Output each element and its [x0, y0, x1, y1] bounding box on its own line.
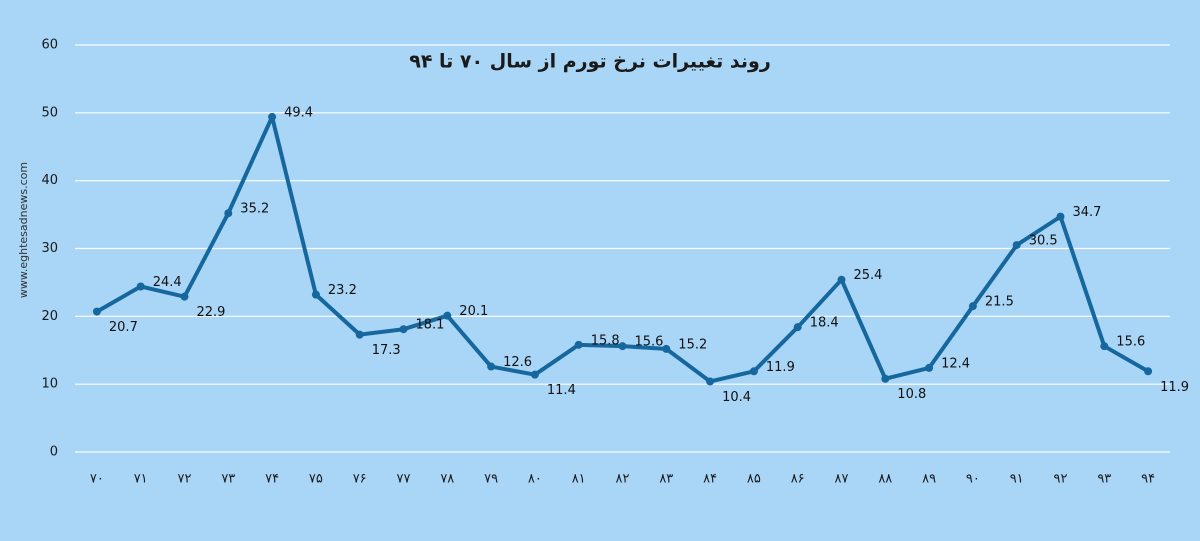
x-tick-label: ۸۷: [835, 472, 849, 487]
point: [530, 370, 539, 379]
point: [355, 330, 364, 339]
point: [574, 340, 583, 349]
y-tick-label: 10: [41, 377, 58, 392]
point: [311, 290, 320, 299]
x-tick-label: ۷۶: [353, 472, 367, 487]
point: [1012, 241, 1021, 250]
data-label: 15.8: [591, 333, 620, 348]
x-tick-label: ۷۲: [178, 472, 192, 487]
point: [1056, 212, 1065, 221]
data-label: 24.4: [153, 275, 182, 290]
data-label: 35.2: [240, 202, 269, 217]
data-label: 18.1: [416, 318, 445, 333]
chart-title: روند تغییرات نرخ تورم از سال ۷۰ تا ۹۴: [409, 51, 771, 73]
x-tick-label: ۸۸: [878, 472, 892, 487]
point: [662, 344, 671, 353]
data-label: 30.5: [1029, 234, 1058, 249]
x-tick-label: ۹۴: [1141, 472, 1155, 487]
data-label: 15.2: [678, 337, 707, 352]
data-label: 21.5: [985, 295, 1014, 310]
data-label: 15.6: [1116, 335, 1145, 350]
x-tick-label: ۹۱: [1010, 472, 1024, 487]
point: [180, 292, 189, 301]
x-tick-label: ۸۲: [616, 472, 630, 487]
data-label: 17.3: [372, 343, 401, 358]
x-tick-label: ۷۱: [134, 472, 148, 487]
x-tick-label: ۹۰: [966, 472, 980, 487]
x-tick-label: ۸۹: [922, 472, 936, 487]
x-tick-label: ۸۱: [572, 472, 586, 487]
point: [487, 362, 496, 371]
point: [443, 311, 452, 320]
data-label: 15.6: [635, 335, 664, 350]
x-tick-label: ۸۶: [791, 472, 805, 487]
point: [837, 275, 846, 284]
point: [136, 282, 145, 291]
data-label: 20.7: [109, 320, 138, 335]
data-label: 34.7: [1073, 205, 1102, 220]
point: [925, 363, 934, 372]
x-tick-label: ۷۹: [484, 472, 498, 487]
point: [399, 325, 408, 334]
data-label: 22.9: [197, 305, 226, 320]
x-tick-label: ۷۳: [221, 472, 235, 487]
y-tick-label: 30: [41, 241, 58, 256]
y-tick-label: 50: [41, 105, 58, 120]
x-tick-label: ۸۵: [747, 472, 761, 487]
point: [268, 112, 277, 121]
x-tick-label: ۷۵: [309, 472, 323, 487]
y-tick-label: 40: [41, 173, 58, 188]
x-tick-label: ۸۴: [703, 472, 717, 487]
x-tick-label: ۷۷: [397, 472, 411, 487]
point: [618, 342, 627, 351]
data-label: 12.6: [503, 355, 532, 370]
point: [1144, 367, 1153, 376]
data-label: 23.2: [328, 283, 357, 298]
x-tick-label: ۷۰: [90, 472, 104, 487]
x-tick-label: ۹۳: [1097, 472, 1111, 487]
point: [224, 209, 233, 218]
data-label: 12.4: [941, 356, 970, 371]
point: [706, 377, 715, 386]
y-tick-label: 60: [41, 38, 58, 53]
data-label: 25.4: [854, 268, 883, 283]
point: [968, 302, 977, 311]
data-label: 49.4: [284, 105, 313, 120]
y-tick-label: 20: [41, 309, 58, 324]
data-label: 11.9: [1160, 380, 1189, 395]
point: [1100, 342, 1109, 351]
point: [92, 307, 101, 316]
data-label: 20.1: [459, 304, 488, 319]
data-label: 11.4: [547, 383, 576, 398]
x-tick-label: ۹۲: [1054, 472, 1068, 487]
data-label: 11.9: [766, 360, 795, 375]
x-tick-label: ۸۰: [528, 472, 542, 487]
point: [793, 323, 802, 332]
x-tick-label: ۸۳: [659, 472, 673, 487]
x-tick-label: ۷۸: [440, 472, 454, 487]
watermark: www.eghtesadnews.com: [17, 162, 30, 298]
data-label: 18.4: [810, 316, 839, 331]
y-tick-label: 0: [50, 445, 58, 460]
point: [749, 367, 758, 376]
data-label: 10.8: [897, 387, 926, 402]
point: [881, 374, 890, 383]
x-tick-label: ۷۴: [265, 472, 279, 487]
data-label: 10.4: [722, 390, 751, 405]
